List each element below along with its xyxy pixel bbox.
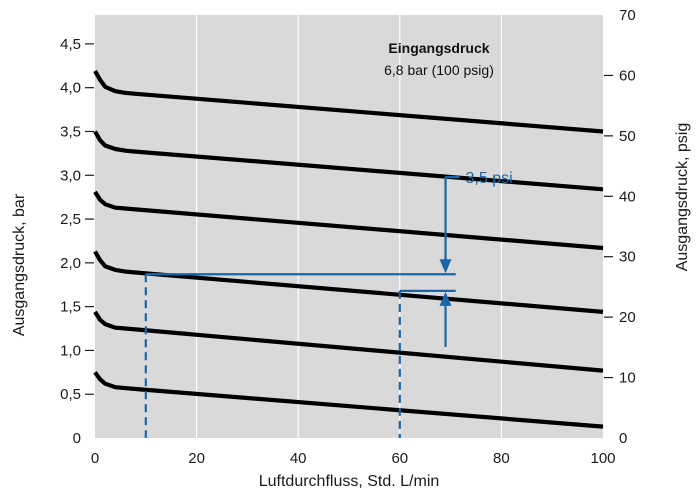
y-right-tick-label: 40 (619, 188, 636, 205)
x-tick-label: 60 (391, 450, 408, 467)
x-tick-label: 80 (493, 450, 510, 467)
x-tick-label: 40 (290, 450, 307, 467)
y-right-tick-label: 0 (619, 430, 627, 447)
series-line-3 (93, 250, 604, 314)
y-right-tick-label: 60 (619, 67, 636, 84)
x-axis-ticks: 0 20 40 60 80 100 (91, 450, 616, 467)
x-axis-label: Luftdurchfluss, Std. L/min (259, 473, 440, 490)
x-tick-label: 100 (590, 450, 615, 467)
y-axis-left-ticks: 0 0,5 1,0 1,5 2,0 2,5 3,0 3,5 4,0 4,5 (60, 36, 94, 447)
y-right-tick-label: 20 (619, 309, 636, 326)
y-tick-label: 2,5 (60, 211, 81, 228)
y-tick-label: 1,0 (60, 342, 81, 359)
y-tick-label: 4,0 (60, 80, 81, 97)
y-right-tick-label: 50 (619, 128, 636, 145)
legend-subtitle: 6,8 bar (100 psig) (384, 62, 494, 78)
annotation: 3,5 psi (144, 170, 513, 438)
y-axis-right-ticks: 0 10 20 30 40 50 60 70 (604, 7, 636, 447)
y-right-tick-label: 70 (619, 7, 636, 24)
legend-title: Eingangsdruck (388, 40, 489, 56)
series-line-5 (93, 130, 604, 192)
series-line-1 (93, 371, 604, 429)
x-tick-label: 0 (91, 450, 99, 467)
x-tick-label: 20 (188, 450, 205, 467)
y-tick-label: 3,0 (60, 167, 81, 184)
y-tick-label: 3,5 (60, 123, 81, 140)
series-line-2 (93, 310, 604, 373)
arrow-down-head (439, 259, 452, 274)
y-axis-label-left: Ausgangsdruck, bar (11, 193, 28, 336)
y-axis-label-right: Ausgangsdruck, psig (674, 123, 691, 272)
y-tick-label: 0,5 (60, 386, 81, 403)
series-line-6 (93, 69, 604, 134)
y-right-tick-label: 30 (619, 249, 636, 266)
annotation-label: 3,5 psi (466, 170, 513, 187)
series-lines (93, 69, 604, 429)
y-tick-label: 4,5 (60, 36, 81, 53)
grid (196, 15, 502, 438)
y-tick-label: 2,0 (60, 255, 81, 272)
arrow-up-head (439, 291, 452, 306)
y-tick-label: 1,5 (60, 299, 81, 316)
y-tick-label: 0 (73, 430, 81, 447)
y-right-tick-label: 10 (619, 370, 636, 387)
series-line-4 (93, 190, 604, 251)
